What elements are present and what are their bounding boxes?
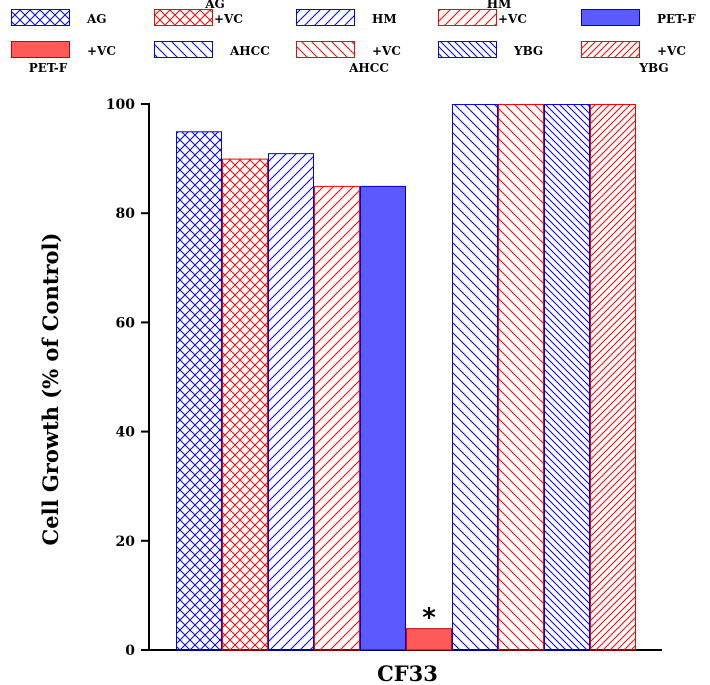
plot-area: 0 20 40 60 80 100 Cell Growth (% of Control) CF…	[38, 97, 662, 685]
bar-ahcc-vc	[498, 104, 544, 651]
bar-pet-f-vc	[406, 628, 452, 651]
legend-label-ahcc-vc-vc: +VC	[372, 44, 401, 58]
legend-label-ahcc: AHCC	[229, 44, 270, 58]
legend-swatch-ahcc	[154, 41, 213, 58]
y-axis-label: Cell Growth (% of Control)	[38, 233, 63, 546]
legend-label-ybg-vc-base: YBG	[638, 61, 668, 75]
bar-ybg	[544, 104, 590, 651]
bar-pet-f	[360, 185, 406, 651]
legend-label-ybg-vc-vc: +VC	[657, 44, 686, 58]
y-tick-label: 0	[125, 643, 135, 659]
bar-hm	[268, 153, 314, 651]
legend-swatch-ag	[11, 9, 70, 26]
legend-label-pet-f-vc-base: PET-F	[29, 61, 68, 75]
legend-swatch-ahcc-vc	[296, 41, 355, 58]
legend-label-hm-vc-vc: +VC	[498, 12, 527, 26]
legend-swatch-ybg-vc	[581, 41, 640, 58]
legend-label-pet-f-vc-vc: +VC	[87, 44, 116, 58]
legend-swatch-pet-f	[581, 9, 640, 26]
legend-label-pet-f: PET-F	[657, 12, 696, 26]
significance-marker: *	[422, 603, 436, 633]
y-tick-label: 40	[116, 425, 136, 441]
legend-label-hm: HM	[372, 12, 397, 26]
legend-label-hm-vc-base: HM	[487, 0, 512, 11]
y-tick-label: 60	[116, 315, 136, 331]
legend-label-ag-vc-base: AG	[204, 0, 225, 11]
bar-ybg-vc	[590, 104, 636, 651]
x-axis-label: CF33	[377, 661, 438, 685]
legend-label-ybg: YBG	[513, 44, 543, 58]
legend-label-ahcc-vc-base: AHCC	[348, 61, 389, 75]
legend-swatch-ybg	[438, 41, 497, 58]
bar-hm-vc	[314, 185, 360, 651]
legend-swatch-pet-f-vc	[11, 41, 70, 58]
legend-swatch-hm	[296, 9, 355, 26]
bar-ag-vc	[222, 158, 268, 651]
legend-swatch-hm-vc	[438, 9, 497, 26]
legend-label-ag: AG	[86, 12, 107, 26]
legend-label-ag-vc-vc: +VC	[214, 12, 243, 26]
bar-ahcc	[452, 104, 498, 651]
bar-ag	[176, 131, 222, 651]
y-tick-label: 80	[116, 206, 136, 222]
y-tick-label: 20	[116, 534, 136, 550]
legend-swatch-ag-vc	[154, 9, 213, 26]
y-tick-label: 100	[106, 97, 135, 113]
